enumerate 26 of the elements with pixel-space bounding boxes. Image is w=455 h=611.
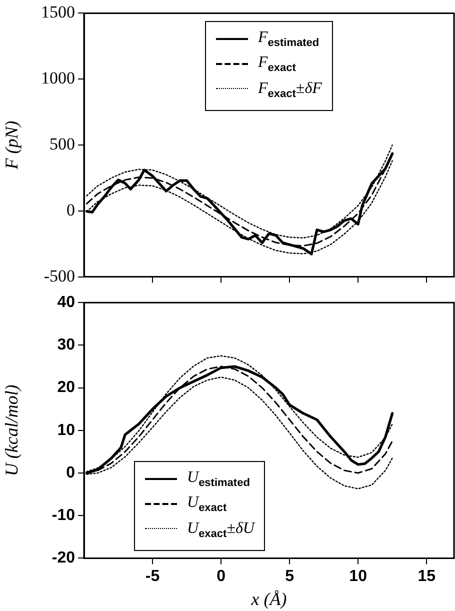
x-tick-label: 15 <box>418 568 436 586</box>
y-tick-label: 0 <box>66 200 75 220</box>
x-tick-label: -5 <box>145 568 160 586</box>
y-axis-title: U (kcal/mol) <box>2 384 22 476</box>
y-tick-label: 1500 <box>41 2 75 22</box>
x-tick-label: 10 <box>349 568 368 586</box>
y-tick-label: 30 <box>57 336 76 354</box>
legend-label: F$_{exact}$±δF <box>258 80 322 100</box>
x-tick-label: 0 <box>216 568 226 586</box>
y-tick-label: 1000 <box>41 68 75 88</box>
y-tick-label: -20 <box>52 550 76 567</box>
y-tick-label: 500 <box>50 134 75 154</box>
legend-label: F$_{estimated}$ <box>258 29 320 50</box>
legend-label: F$_{exact}$ <box>258 54 296 75</box>
y-tick-label: 20 <box>57 379 76 396</box>
legend-label: U$_{estimated}$ <box>187 469 250 490</box>
y-tick-label: 40 <box>57 294 76 312</box>
legend-label: U$_{exact}$ <box>187 494 227 515</box>
y-tick-label: -10 <box>52 507 76 524</box>
y-tick-label: -500 <box>44 266 75 286</box>
y-tick-label: 10 <box>57 422 76 439</box>
x-tick-label: 5 <box>285 568 294 586</box>
x-axis-title: x (Å) <box>250 588 287 609</box>
y-tick-label: 0 <box>66 464 76 482</box>
legend-label: U$_{exact}$±δU <box>187 520 254 540</box>
y-axis-title: F (pN) <box>2 120 22 170</box>
